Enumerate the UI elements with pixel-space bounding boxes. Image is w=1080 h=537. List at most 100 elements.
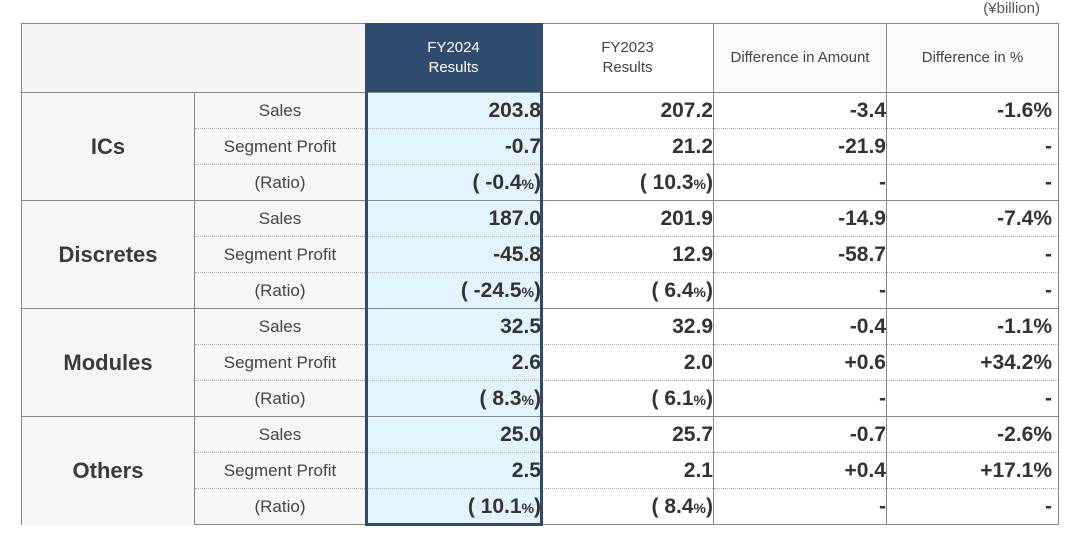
header-fy2024-line2: Results	[428, 59, 479, 76]
cell-fy2024: 32.5	[365, 308, 542, 345]
cell-fy2023: 207.2	[541, 92, 714, 129]
cell-diff-amount: +0.4	[713, 452, 887, 489]
cell-diff-pct: -1.1%	[886, 308, 1059, 345]
segment-results-table: FY2024 Results FY2023 Results Difference…	[21, 23, 1059, 525]
cell-fy2024: 187.0	[365, 200, 542, 237]
unit-label: (¥billion)	[983, 0, 1040, 17]
row-label: (Ratio)	[194, 488, 366, 525]
cell-diff-amount: -	[713, 164, 887, 201]
percent-sign: %	[693, 175, 706, 192]
row-label: (Ratio)	[194, 380, 366, 417]
row-label: Sales	[194, 416, 366, 453]
row-label: (Ratio)	[194, 272, 366, 309]
cell-fy2023-value: 6.4	[664, 278, 694, 302]
table-row: (Ratio)( 10.1%)( 8.4%) - -	[22, 488, 1059, 525]
table-row: Segment Profit 2.6 2.0 +0.6 +34.2%	[22, 344, 1059, 381]
cell-diff-amount: -21.9	[713, 128, 887, 165]
header-fy2023-line1: FY2023	[601, 39, 654, 56]
cell-diff-pct: +34.2%	[886, 344, 1059, 381]
table-row: ICs Sales 203.8 207.2 -3.4 -1.6%	[21, 92, 1059, 201]
cell-fy2024: ( 10.1%)	[365, 488, 542, 525]
segment-name: Discretes	[21, 200, 195, 309]
cell-fy2024-value: 8.3	[492, 386, 522, 410]
cell-fy2024-value: -0.4	[485, 170, 522, 194]
header-corner	[21, 23, 366, 93]
table-row: (Ratio)( 8.3%)( 6.1%) - -	[22, 380, 1059, 417]
segment-name: ICs	[21, 92, 195, 201]
cell-diff-amount: -0.4	[713, 308, 887, 345]
cell-diff-pct: -7.4%	[886, 200, 1059, 237]
header-diff-pct: Difference in %	[886, 23, 1059, 93]
cell-diff-pct: -	[886, 128, 1059, 165]
header-fy2024-line1: FY2024	[427, 39, 480, 56]
table-row: Discretes Sales 187.0 201.9 -14.9 -7.4%	[21, 200, 1059, 309]
cell-fy2024: -0.7	[365, 128, 542, 165]
percent-sign: %	[521, 283, 534, 300]
cell-diff-pct: -1.6%	[886, 92, 1059, 129]
cell-fy2023: ( 6.1%)	[541, 380, 714, 417]
cell-diff-amount: -	[713, 380, 887, 417]
cell-diff-pct: -	[886, 488, 1059, 525]
cell-fy2023-value: 6.1	[664, 386, 694, 410]
cell-diff-amount: -58.7	[713, 236, 887, 273]
cell-fy2023-value: 10.3	[652, 170, 694, 194]
cell-fy2023: 32.9	[541, 308, 714, 345]
cell-diff-amount: -3.4	[713, 92, 887, 129]
cell-diff-amount: -	[713, 488, 887, 525]
percent-sign: %	[693, 283, 706, 300]
cell-fy2023: ( 8.4%)	[541, 488, 714, 525]
cell-diff-pct: +17.1%	[886, 452, 1059, 489]
cell-fy2024: -45.8	[365, 236, 542, 273]
row-label: (Ratio)	[194, 164, 366, 201]
cell-fy2024-value: 10.1	[480, 494, 522, 518]
cell-fy2023: 2.0	[541, 344, 714, 381]
header-fy2024: FY2024 Results	[365, 23, 542, 93]
cell-fy2024: 2.6	[365, 344, 542, 381]
cell-fy2024: ( 8.3%)	[365, 380, 542, 417]
table-row: Segment Profit -45.8 12.9 -58.7-	[22, 236, 1059, 273]
percent-sign: %	[521, 391, 534, 408]
header-diff-amount: Difference in Amount	[713, 23, 887, 93]
cell-diff-amount: -0.7	[713, 416, 887, 453]
row-label: Segment Profit	[194, 128, 366, 165]
row-label: Segment Profit	[194, 344, 366, 381]
cell-fy2024: 25.0	[365, 416, 542, 453]
table-row: Segment Profit -0.7 21.2 -21.9-	[22, 128, 1059, 165]
cell-diff-amount: +0.6	[713, 344, 887, 381]
segment-name: Others	[21, 416, 195, 525]
cell-diff-amount: -	[713, 272, 887, 309]
cell-fy2023: 201.9	[541, 200, 714, 237]
cell-diff-pct: -	[886, 236, 1059, 273]
row-label: Segment Profit	[194, 236, 366, 273]
cell-fy2023-value: 8.4	[664, 494, 694, 518]
table-row: Segment Profit 2.5 2.1 +0.4 +17.1%	[22, 452, 1059, 489]
header-fy2023: FY2023 Results	[541, 23, 714, 93]
percent-sign: %	[521, 499, 534, 516]
row-label: Sales	[194, 308, 366, 345]
cell-fy2023: ( 6.4%)	[541, 272, 714, 309]
header-row: FY2024 Results FY2023 Results Difference…	[21, 23, 1059, 93]
cell-fy2024: ( -0.4%)	[365, 164, 542, 201]
cell-fy2024: 2.5	[365, 452, 542, 489]
percent-sign: %	[693, 391, 706, 408]
header-fy2023-line2: Results	[602, 59, 653, 76]
cell-fy2024: ( -24.5%)	[365, 272, 542, 309]
cell-fy2023: 12.9	[541, 236, 714, 273]
cell-diff-pct: -2.6%	[886, 416, 1059, 453]
table-row: (Ratio)( -24.5%)( 6.4%) - -	[22, 272, 1059, 309]
table-row: (Ratio)( -0.4%)( 10.3%) - -	[22, 164, 1059, 201]
cell-fy2023: 2.1	[541, 452, 714, 489]
cell-diff-pct: -	[886, 272, 1059, 309]
cell-diff-pct: -	[886, 164, 1059, 201]
cell-fy2023: 21.2	[541, 128, 714, 165]
table-row: Others Sales 25.0 25.7 -0.7 -2.6%	[21, 416, 1059, 525]
table-body: ICs Sales 203.8 207.2 -3.4 -1.6% Segment Profi…	[21, 92, 1059, 525]
cell-fy2023: 25.7	[541, 416, 714, 453]
cell-fy2023: ( 10.3%)	[541, 164, 714, 201]
cell-diff-pct: -	[886, 380, 1059, 417]
row-label: Sales	[194, 200, 366, 237]
row-label: Sales	[194, 92, 366, 129]
table-row: Modules Sales 32.5 32.9 -0.4 -1.1%	[21, 308, 1059, 417]
cell-fy2024-value: -24.5	[473, 278, 522, 302]
row-label: Segment Profit	[194, 452, 366, 489]
